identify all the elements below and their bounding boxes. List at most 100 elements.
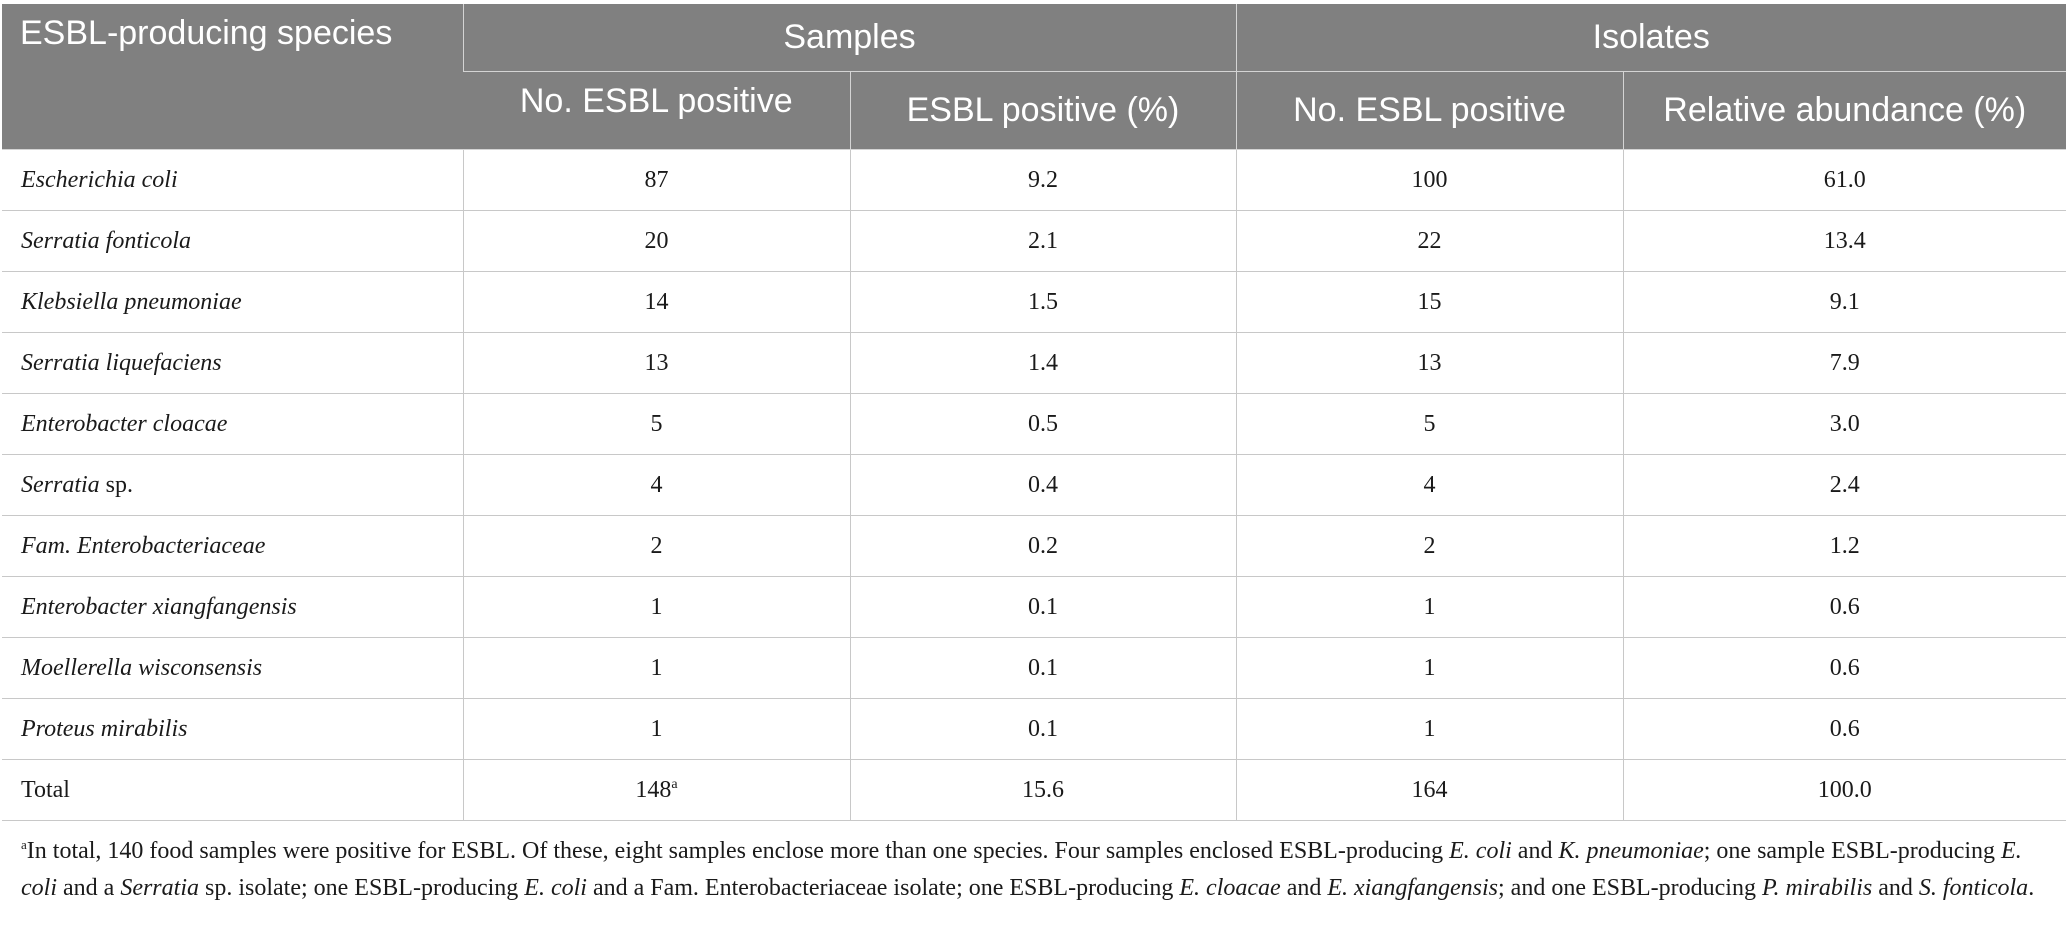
total-samples-count: 148a (462, 759, 850, 821)
samples-count-header: No. ESBL positive (463, 71, 850, 150)
species-name-cell: Klebsiella pneumoniae (2, 271, 463, 333)
species-name: Serratia fonticola (21, 227, 191, 254)
relative-abundance-cell: 0.6 (1622, 698, 2066, 760)
samples-count-cell: 2 (462, 515, 850, 577)
relative-abundance-cell: 0.6 (1622, 637, 2066, 699)
isolates-count-cell: 2 (1235, 515, 1623, 577)
samples-count-cell: 1 (462, 576, 850, 638)
footnote-text: and (1280, 875, 1328, 902)
species-name: Proteus mirabilis (21, 715, 188, 742)
footnote-species-text: E. cloacae (1179, 875, 1281, 902)
samples-percent-cell: 1.5 (849, 271, 1236, 333)
samples-group-header: Samples (462, 4, 1236, 72)
table-row: Serratia fonticola 20 2.1 22 13.4 (2, 210, 2066, 272)
isolates-count-cell: 1 (1235, 637, 1623, 699)
isolates-count-header: No. ESBL positive (1235, 71, 1623, 150)
species-name-cell: Moellerella wisconsensis (2, 637, 463, 699)
footnote-text: . (2028, 875, 2035, 902)
footnote-species-text: P. mirabilis (1761, 875, 1873, 902)
table-row: Enterobacter xiangfangensis 1 0.1 1 0.6 (2, 576, 2066, 638)
samples-count-cell: 14 (462, 271, 850, 333)
footnote-text: sp. isolate; one ESBL-producing (198, 875, 525, 902)
table-body: Escherichia coli 87 9.2 100 61.0 Serratia fon… (2, 149, 2066, 821)
species-column-header: ESBL-producing species (2, 4, 463, 150)
table-row: Proteus mirabilis 1 0.1 1 0.6 (2, 698, 2066, 760)
footnote-text: and (1511, 838, 1559, 864)
samples-count-cell: 13 (462, 332, 850, 394)
table-footnote: aIn total, 140 food samples were positiv… (21, 833, 2055, 907)
species-name: Enterobacter cloacae (21, 410, 228, 437)
samples-count-cell: 20 (462, 210, 850, 272)
samples-percent-cell: 0.2 (849, 515, 1236, 577)
table-header: ESBL-producing species Samples Isolates … (2, 4, 2066, 150)
total-row: Total 148a 15.6 164 100.0 (2, 759, 2066, 821)
total-samples-count-value: 148 (635, 776, 672, 803)
isolates-count-cell: 22 (1235, 210, 1623, 272)
header-row-groups: ESBL-producing species Samples Isolates (2, 4, 2066, 150)
relative-abundance-header: Relative abundance (%) (1622, 71, 2066, 150)
species-name-cell: Proteus mirabilis (2, 698, 463, 760)
table-row: Serratia liquefaciens 13 1.4 13 7.9 (2, 332, 2066, 394)
table-row: Fam. Enterobacteriaceae 2 0.2 2 1.2 (2, 515, 2066, 577)
total-samples-percent: 15.6 (849, 759, 1236, 821)
samples-percent-cell: 0.1 (849, 698, 1236, 760)
species-name-cell: Fam. Enterobacteriaceae (2, 515, 463, 577)
samples-percent-cell: 2.1 (849, 210, 1236, 272)
footnote-species-text: S. fonticola (1918, 875, 2029, 902)
relative-abundance-cell: 1.2 (1622, 515, 2066, 577)
samples-percent-cell: 0.4 (849, 454, 1236, 516)
footnote-species-text: E. coli (1449, 838, 1512, 864)
samples-count-cell: 4 (462, 454, 850, 516)
species-name: Serratia (21, 471, 100, 498)
species-name: Moellerella wisconsensis (21, 654, 263, 681)
samples-count-cell: 87 (462, 149, 850, 211)
species-name: Fam. Enterobacteriaceae (21, 532, 266, 559)
samples-percent-cell: 1.4 (849, 332, 1236, 394)
samples-percent-cell: 0.1 (849, 637, 1236, 699)
total-footnote-marker: a (671, 776, 678, 792)
relative-abundance-cell: 61.0 (1622, 149, 2066, 211)
samples-percent-cell: 9.2 (849, 149, 1236, 211)
isolates-count-cell: 13 (1235, 332, 1623, 394)
total-relative-abundance: 100.0 (1622, 759, 2066, 821)
table-row: Moellerella wisconsensis 1 0.1 1 0.6 (2, 637, 2066, 699)
samples-count-cell: 5 (462, 393, 850, 455)
footnote-text: and a Fam. Enterobacteriaceae isolate; o… (586, 875, 1180, 902)
relative-abundance-cell: 3.0 (1622, 393, 2066, 455)
samples-percent-cell: 0.1 (849, 576, 1236, 638)
species-name-suffix: sp. (99, 471, 134, 498)
isolates-count-cell: 15 (1235, 271, 1623, 333)
samples-percent-cell: 0.5 (849, 393, 1236, 455)
species-name: Escherichia coli (21, 166, 178, 193)
isolates-count-cell: 1 (1235, 698, 1623, 760)
footnote-text: and a (57, 875, 121, 902)
samples-count-cell: 1 (462, 698, 850, 760)
isolates-count-cell: 100 (1235, 149, 1623, 211)
species-name-cell: Escherichia coli (2, 149, 463, 211)
footnote-marker: a (21, 837, 27, 852)
footnote-text: and (1872, 875, 1919, 902)
species-name-cell: Enterobacter xiangfangensis (2, 576, 463, 638)
species-name-cell: Serratia liquefaciens (2, 332, 463, 394)
species-name-cell: Serratia fonticola (2, 210, 463, 272)
footnote-species-text: Serratia (120, 875, 199, 902)
isolates-count-cell: 4 (1235, 454, 1623, 516)
species-name: Enterobacter xiangfangensis (21, 593, 297, 620)
isolates-count-cell: 5 (1235, 393, 1623, 455)
table-row: Escherichia coli 87 9.2 100 61.0 (2, 149, 2066, 211)
species-name: Klebsiella pneumoniae (21, 288, 242, 315)
footnote-species-text: E. xiangfangensis (1327, 875, 1498, 902)
table-row: Enterobacter cloacae 5 0.5 5 3.0 (2, 393, 2066, 455)
footnote-species-text: E. coli (524, 875, 587, 902)
table-row: Serratia sp. 4 0.4 4 2.4 (2, 454, 2066, 516)
relative-abundance-cell: 9.1 (1622, 271, 2066, 333)
relative-abundance-cell: 0.6 (1622, 576, 2066, 638)
footnote-species-text: K. pneumoniae (1558, 838, 1704, 864)
footnote-text: ; one sample ESBL-producing (1703, 838, 2002, 864)
isolates-group-header: Isolates (1235, 4, 2066, 72)
isolates-count-cell: 1 (1235, 576, 1623, 638)
table-container: ESBL-producing species Samples Isolates … (2, 4, 2066, 907)
samples-count-cell: 1 (462, 637, 850, 699)
samples-percent-header: ESBL positive (%) (849, 71, 1236, 150)
footnote-text: ; and one ESBL-producing (1498, 875, 1762, 902)
